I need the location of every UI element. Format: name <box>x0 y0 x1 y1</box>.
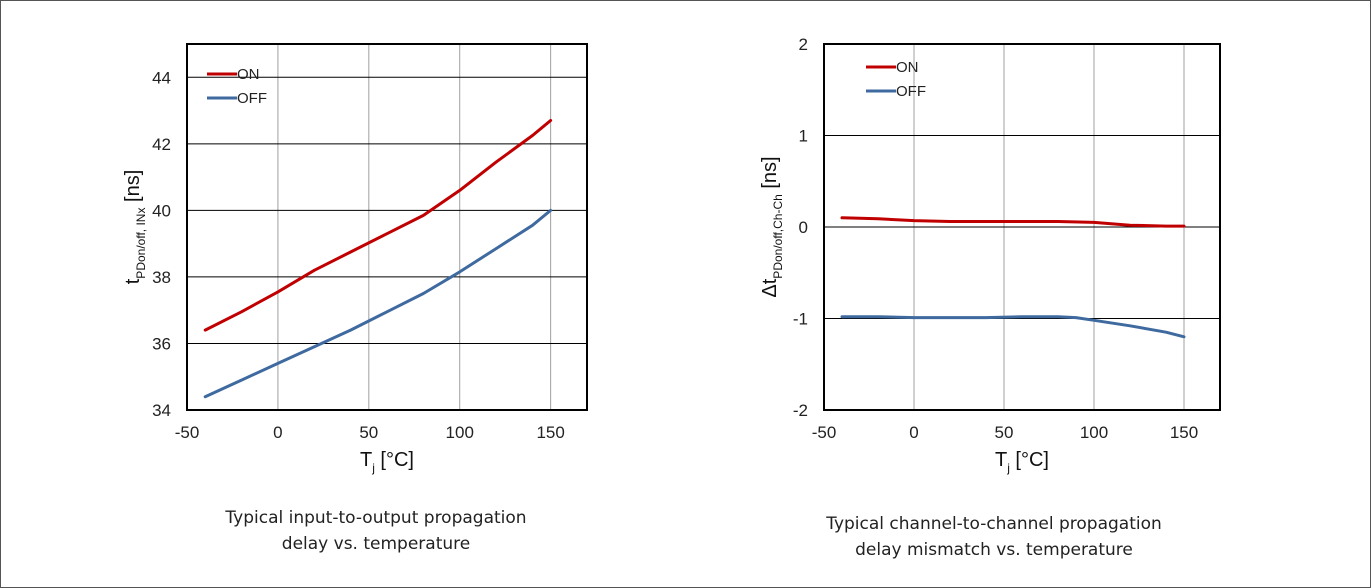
x-tick-label: 50 <box>995 423 1014 442</box>
x-tick-label: 150 <box>536 423 564 442</box>
caption-left-line1: Typical input-to-output propagation <box>225 508 527 528</box>
y-tick-label: 40 <box>152 201 171 220</box>
caption-left: Typical input-to-output propagation dela… <box>146 505 606 557</box>
y-tick-label: 1 <box>799 127 808 146</box>
legend-label-off: OFF <box>237 90 267 107</box>
y-axis-title: ΔtPDon/off,Ch-Ch [ns] <box>759 156 785 297</box>
y-tick-label: 34 <box>152 401 171 420</box>
plot-area-frame <box>186 43 588 411</box>
y-axis-title-group: ΔtPDon/off,Ch-Ch [ns] <box>759 156 785 297</box>
x-tick-label: 100 <box>446 423 474 442</box>
series-line-off <box>203 208 553 399</box>
series-line-on <box>840 216 1186 228</box>
y-axis-title: tPDon/off, INx [ns] <box>122 170 148 285</box>
caption-right: Typical channel-to-channel propagation d… <box>764 511 1224 563</box>
series-line-off <box>840 315 1186 339</box>
x-tick-label: -50 <box>175 423 200 442</box>
y-tick-label: 0 <box>799 218 808 237</box>
caption-right-line2: delay mismatch vs. temperature <box>855 540 1133 560</box>
legend-label-on: ON <box>896 59 919 76</box>
x-tick-label: -50 <box>812 423 837 442</box>
x-tick-label: 100 <box>1080 423 1108 442</box>
y-tick-label: 2 <box>799 35 808 54</box>
x-axis-title: Tj [°C] <box>995 449 1049 475</box>
caption-right-line1: Typical channel-to-channel propagation <box>826 514 1162 534</box>
y-tick-label: 44 <box>152 68 171 87</box>
y-tick-label: 42 <box>152 135 171 154</box>
x-tick-label: 150 <box>1170 423 1198 442</box>
y-tick-label: -1 <box>793 310 808 329</box>
x-tick-label: 0 <box>909 423 918 442</box>
x-tick-label: 0 <box>273 423 282 442</box>
series-line-on <box>203 119 553 332</box>
y-tick-label: 36 <box>152 334 171 353</box>
y-tick-label: -2 <box>793 401 808 420</box>
x-axis-title: Tj [°C] <box>360 449 414 475</box>
plot-area-frame <box>823 43 1221 411</box>
legend-label-on: ON <box>237 66 260 83</box>
chart-propagation-delay: -50 0 50 100 150 34 36 38 40 42 44 ON OFF Tj [°C] tPDo… <box>122 43 588 475</box>
x-tick-label: 50 <box>359 423 378 442</box>
y-axis-title-group: tPDon/off, INx [ns] <box>122 170 148 285</box>
legend-label-off: OFF <box>896 83 926 100</box>
caption-left-line2: delay vs. temperature <box>281 534 471 554</box>
y-tick-label: 38 <box>152 268 171 287</box>
